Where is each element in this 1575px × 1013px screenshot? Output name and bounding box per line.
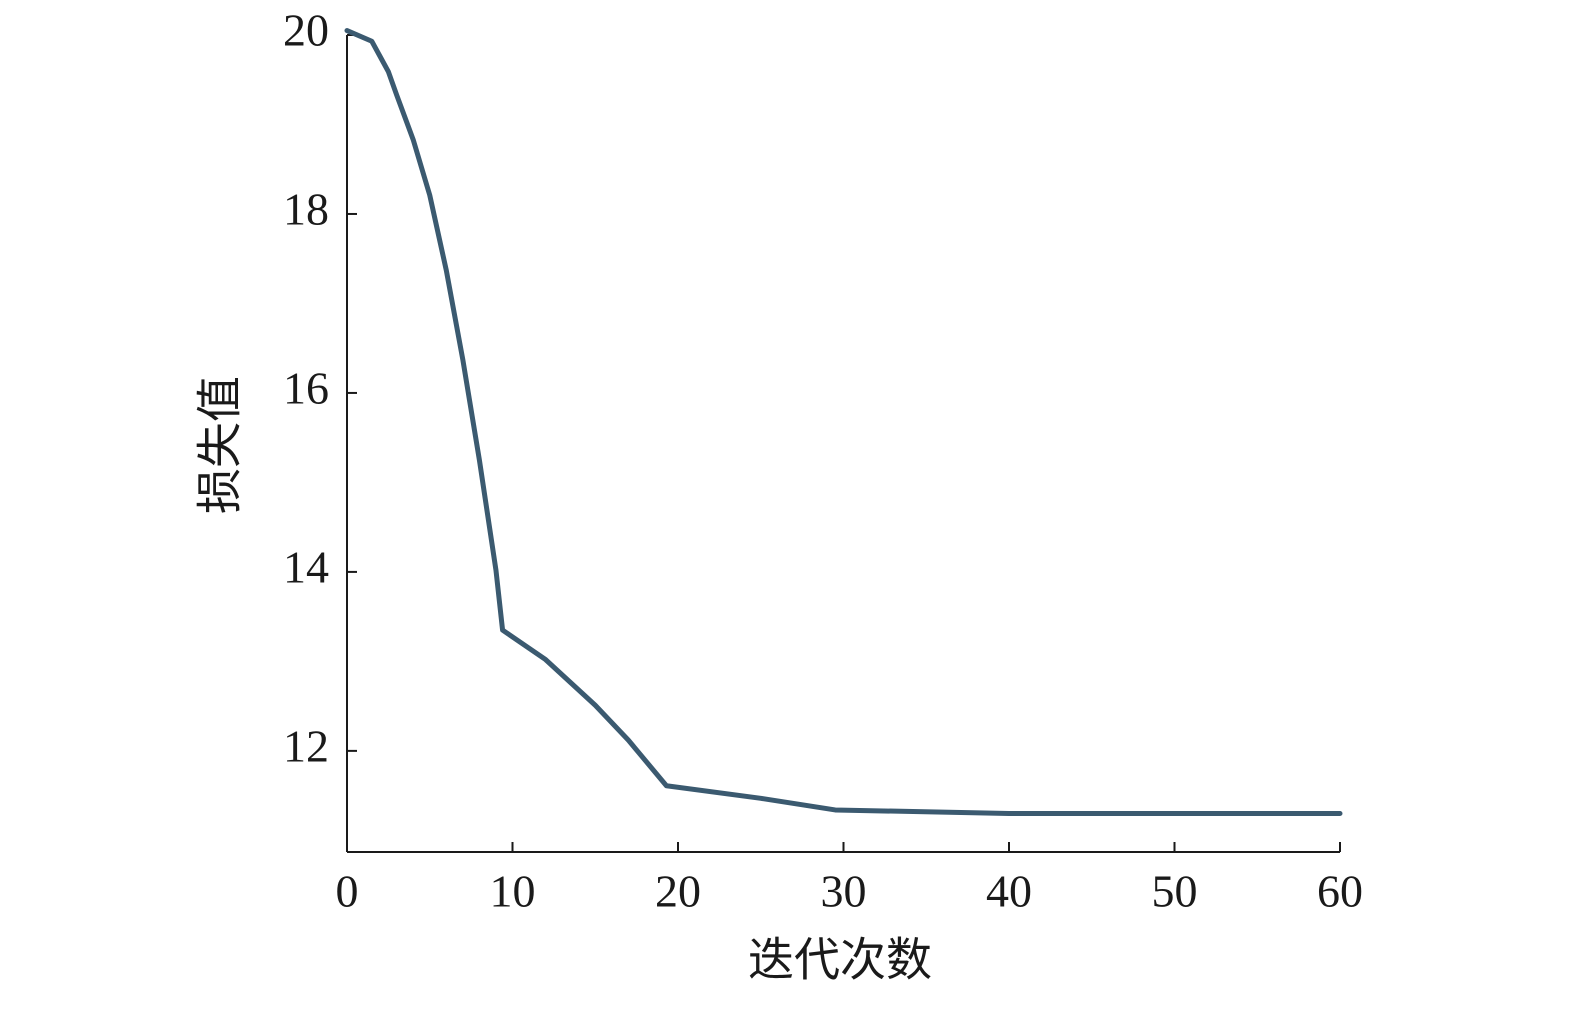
y-tick-label: 12 — [283, 720, 329, 771]
x-axis-label: 迭代次数 — [748, 935, 932, 986]
x-tick-label: 50 — [1152, 866, 1198, 917]
x-tick-label: 60 — [1317, 866, 1363, 917]
x-tick-label: 10 — [490, 866, 536, 917]
x-tick-label: 40 — [986, 866, 1032, 917]
y-axis-label: 损失值 — [195, 376, 246, 514]
x-tick-label: 30 — [821, 866, 867, 917]
loss-line — [344, 28, 1343, 817]
y-tick-label: 20 — [283, 5, 329, 56]
x-tick-label: 0 — [336, 866, 359, 917]
x-tick-label: 20 — [655, 866, 701, 917]
y-tick-label: 14 — [283, 541, 329, 592]
y-tick-label: 16 — [283, 363, 329, 414]
y-tick-label: 18 — [283, 184, 329, 235]
